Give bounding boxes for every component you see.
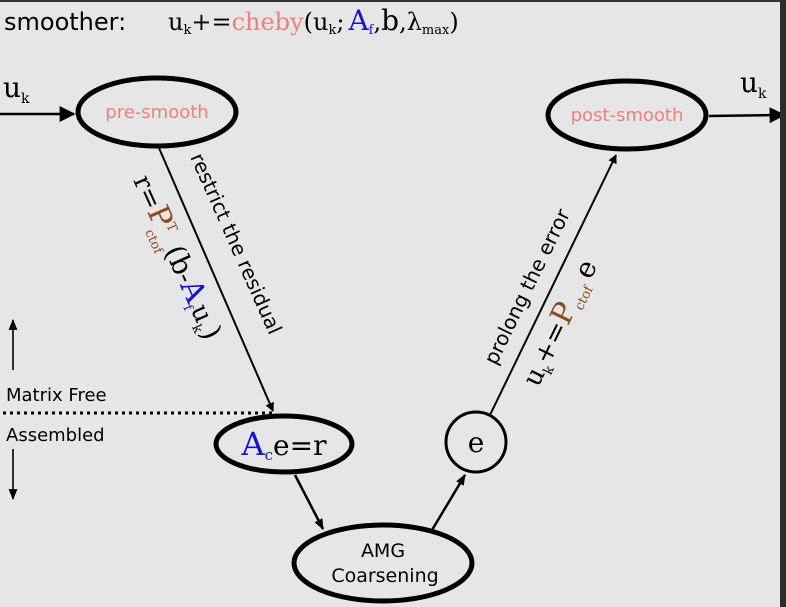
- title-b: b: [381, 4, 399, 37]
- svg-text:uk+=cheby(uk;Af,b,λmax): uk+=cheby(uk; Af,b,λmax): [168, 4, 459, 38]
- matrix-free-label: Matrix Free: [6, 385, 107, 406]
- title-arg-u-sub: k: [328, 23, 336, 38]
- amg-to-error-arrow: [430, 474, 467, 531]
- amg-line2: Coarsening: [331, 565, 438, 587]
- title-u-sub: k: [183, 23, 191, 38]
- prolong-arrow: [489, 154, 617, 416]
- post-smooth-node: post-smooth: [545, 78, 709, 152]
- title-comma1: ,: [373, 8, 381, 36]
- coarse-rest: e=r: [273, 429, 327, 462]
- title-arg-u: u: [313, 8, 328, 36]
- pre-smooth-node: pre-smooth: [75, 75, 239, 149]
- amg-line1: AMG: [361, 540, 405, 562]
- coarse-solve-node: Ace=r: [213, 413, 355, 475]
- title-semi: ;: [336, 8, 344, 36]
- coarse-A-sub: c: [265, 446, 273, 464]
- coarse-to-amg-arrow: [293, 474, 325, 530]
- title-close: ): [449, 8, 458, 36]
- smoother-title: smoother: uk+=cheby(uk; Af,b,λmax): [4, 4, 459, 38]
- coarse-A: A: [241, 425, 266, 463]
- output-u: u: [740, 66, 758, 99]
- restrict-arrow: [158, 147, 274, 412]
- output-u-sub: k: [758, 86, 767, 102]
- output-label: uk: [740, 66, 767, 102]
- input-u-sub: k: [21, 91, 30, 107]
- error-node: e: [444, 410, 508, 474]
- title-func: cheby: [232, 8, 304, 36]
- title-op: +=: [191, 8, 231, 36]
- output-arrow: [708, 107, 780, 124]
- title-A: A: [347, 4, 369, 37]
- post-smooth-label: post-smooth: [571, 105, 684, 126]
- restrict-formula: r=PTctof(b-Afuk): [120, 169, 229, 347]
- pf-e: e: [567, 254, 604, 283]
- svg-text:smoother:: smoother:: [4, 8, 126, 36]
- error-label: e: [468, 426, 485, 459]
- pf-ctof: ctof: [572, 283, 597, 313]
- pre-smooth-label: pre-smooth: [105, 102, 208, 123]
- title-lambda: λ: [407, 8, 422, 36]
- assembled-label: Assembled: [6, 425, 105, 446]
- title-A-sub: f: [369, 23, 375, 38]
- coarse-solve-label: Ace=r: [241, 425, 328, 464]
- input-label: uk: [3, 71, 30, 107]
- title-open: (: [304, 8, 313, 36]
- amg-coarsening-node: AMG Coarsening: [291, 522, 475, 604]
- title-comma2: ,: [399, 8, 407, 36]
- input-u: u: [3, 71, 21, 104]
- title-prefix: smoother:: [4, 8, 126, 36]
- rf-A-sub: f: [179, 303, 195, 315]
- title-lambda-sub: max: [422, 23, 450, 38]
- prolong-formula: uk+=Pctofe: [514, 254, 607, 393]
- title-u: u: [168, 8, 183, 36]
